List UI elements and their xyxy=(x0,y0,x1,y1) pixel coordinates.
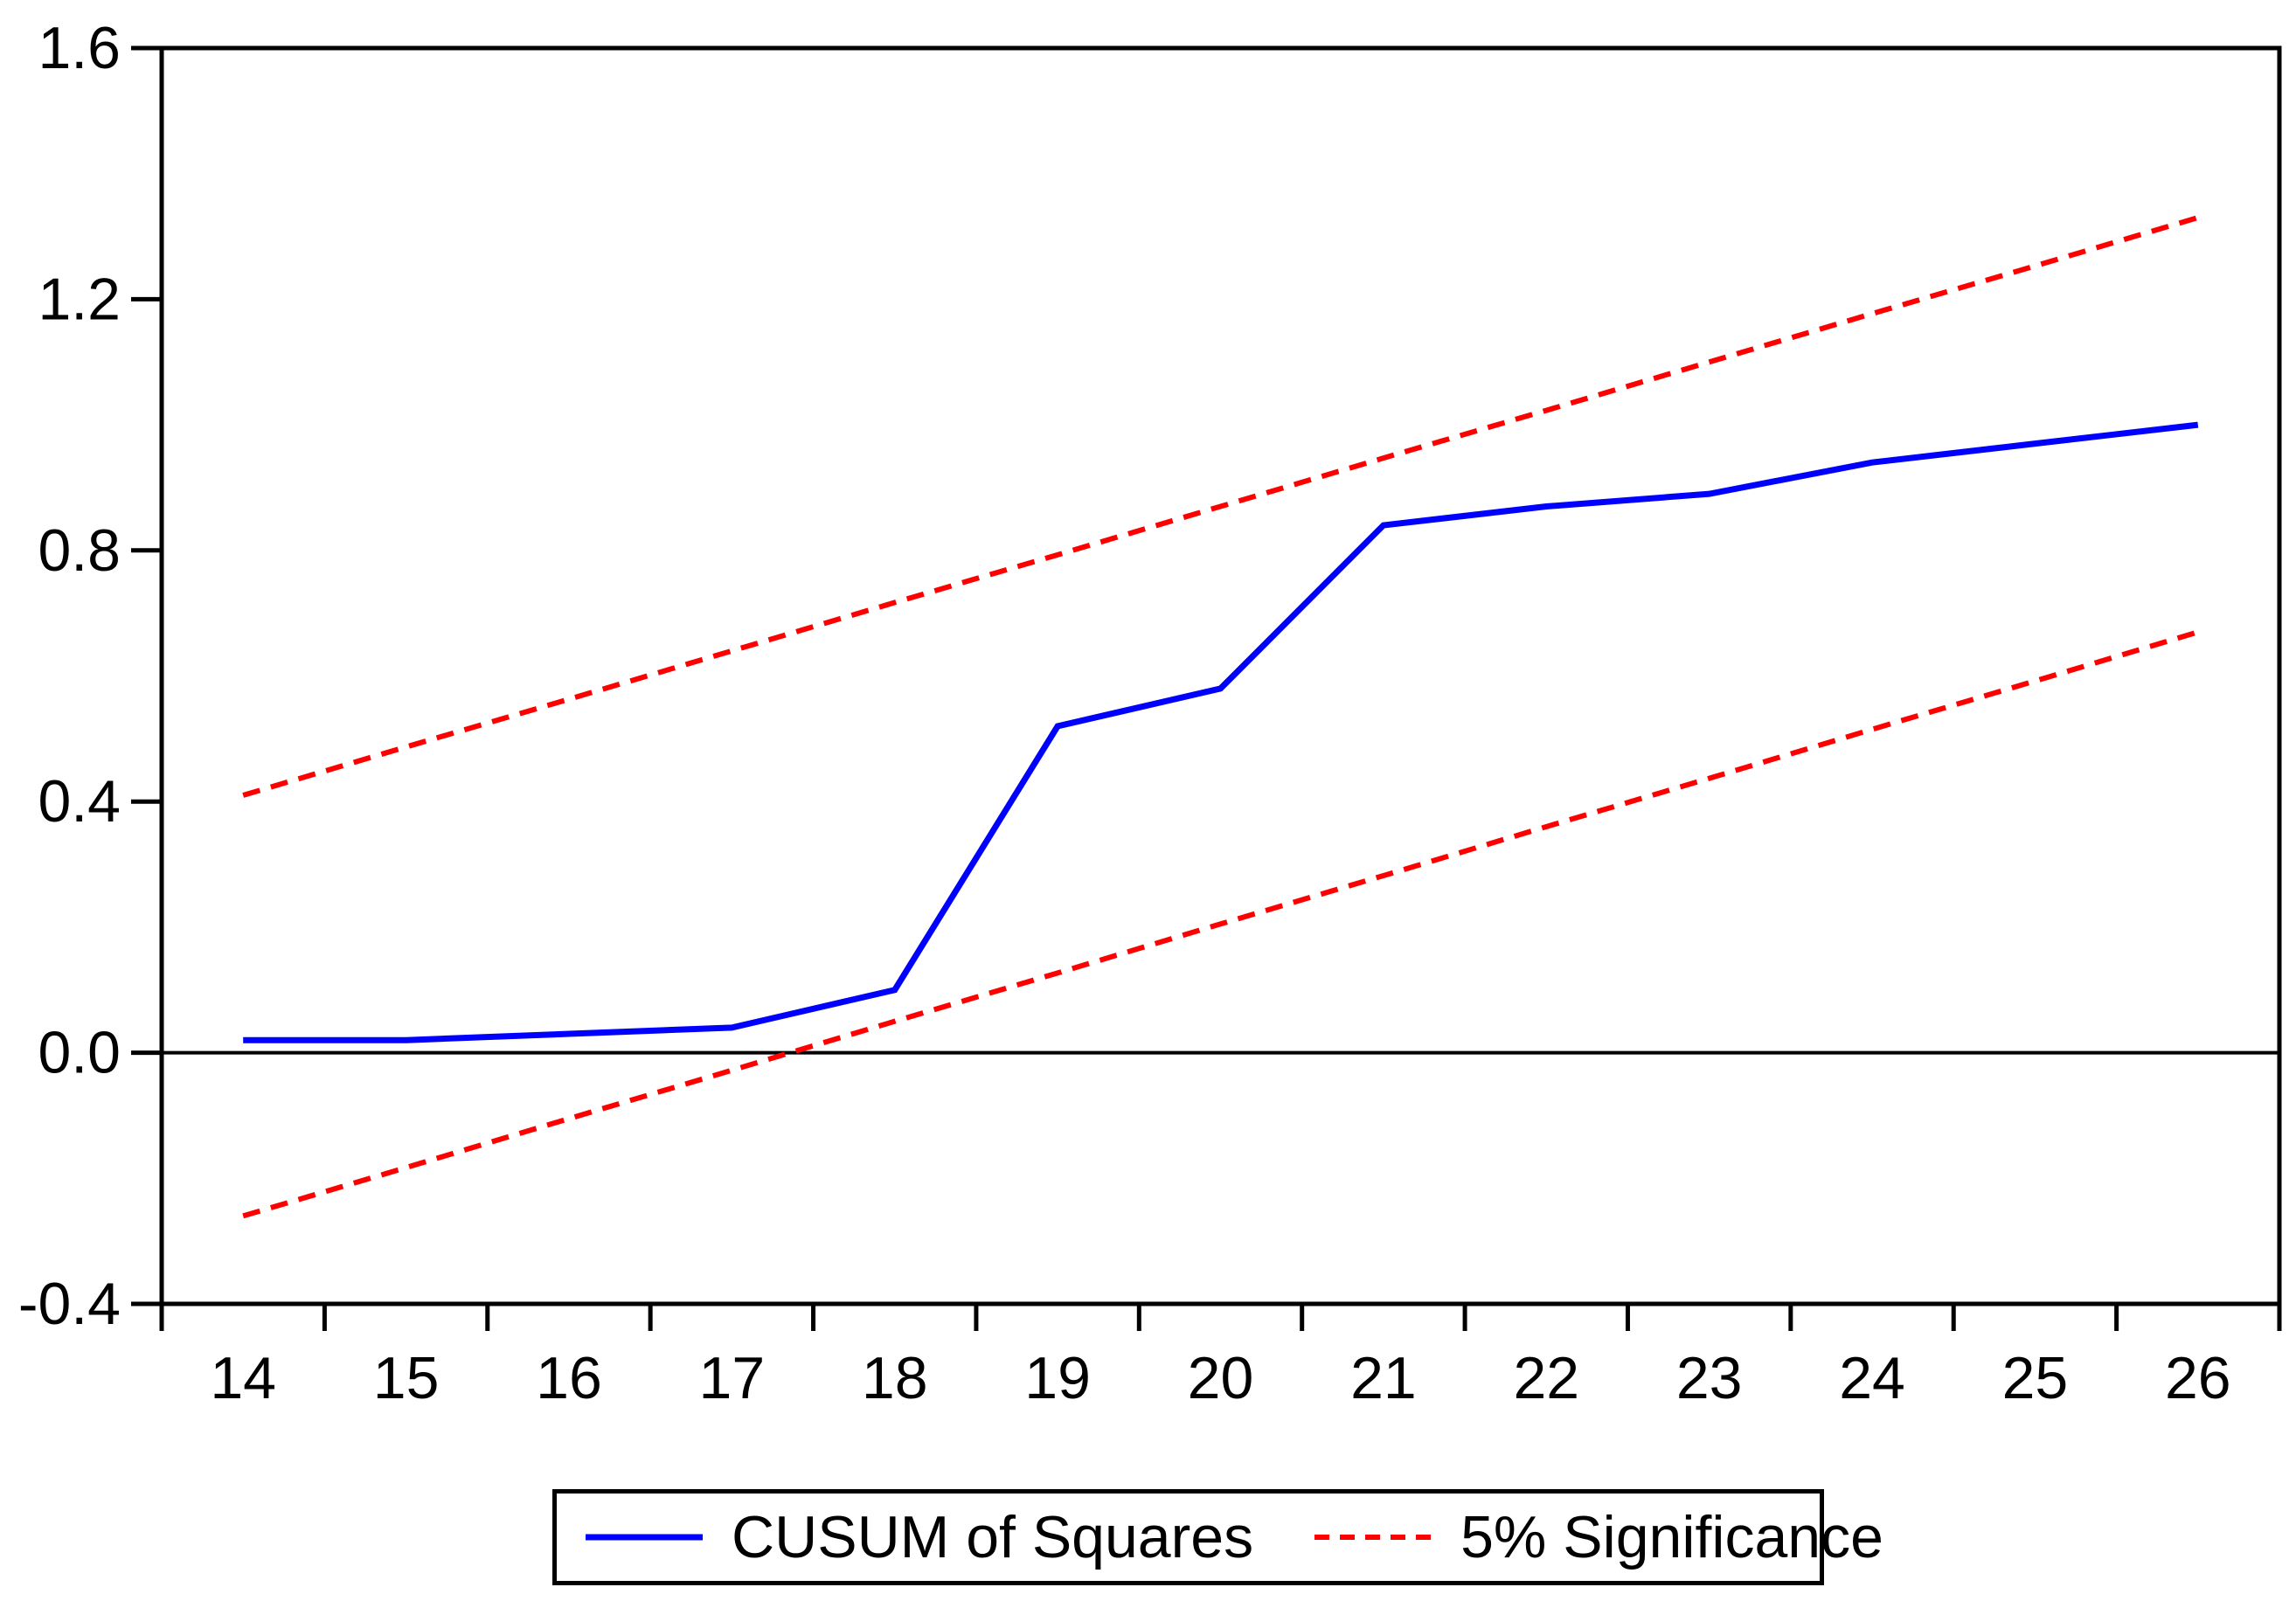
y-tick-label: 0.0 xyxy=(38,1020,121,1086)
y-tick-label: 1.2 xyxy=(38,266,121,332)
x-tick-label: 22 xyxy=(1513,1345,1579,1411)
x-tick-label: 16 xyxy=(536,1345,602,1411)
legend-entry-significance: 5% Significance xyxy=(1314,1507,1883,1567)
x-tick-label: 23 xyxy=(1676,1345,1743,1411)
legend-solid-line-swatch xyxy=(586,1534,703,1541)
x-tick-label: 26 xyxy=(2165,1345,2231,1411)
cusum-of-squares-line xyxy=(243,421,2199,1043)
x-tick-label: 14 xyxy=(210,1345,276,1411)
x-tick-label: 15 xyxy=(373,1345,440,1411)
legend-label-cusum-of-squares: CUSUM of Squares xyxy=(732,1504,1254,1570)
x-tick-label: 24 xyxy=(1839,1345,1905,1411)
significance-lower-line xyxy=(242,629,2199,1219)
x-tick-label: 19 xyxy=(1024,1345,1091,1411)
legend-dashed-line-swatch xyxy=(1314,1535,1432,1540)
x-tick-label: 17 xyxy=(699,1345,766,1411)
plot-border xyxy=(159,45,2282,1306)
legend-label-significance: 5% Significance xyxy=(1460,1504,1883,1570)
chart-legend: CUSUM of Squares 5% Significance xyxy=(552,1489,1883,1585)
x-tick-label: 21 xyxy=(1350,1345,1417,1411)
x-tick-label: 18 xyxy=(862,1345,928,1411)
y-tick-label: 0.8 xyxy=(38,517,121,584)
x-tick-label: 25 xyxy=(2002,1345,2069,1411)
y-tick-label: 0.4 xyxy=(38,768,121,835)
legend-entry-cusum-of-squares: CUSUM of Squares xyxy=(586,1507,1253,1567)
y-tick-label: -0.4 xyxy=(18,1271,121,1337)
y-tick-label: 1.6 xyxy=(38,15,121,81)
significance-upper-line xyxy=(242,215,2199,798)
x-tick-label: 20 xyxy=(1188,1345,1254,1411)
